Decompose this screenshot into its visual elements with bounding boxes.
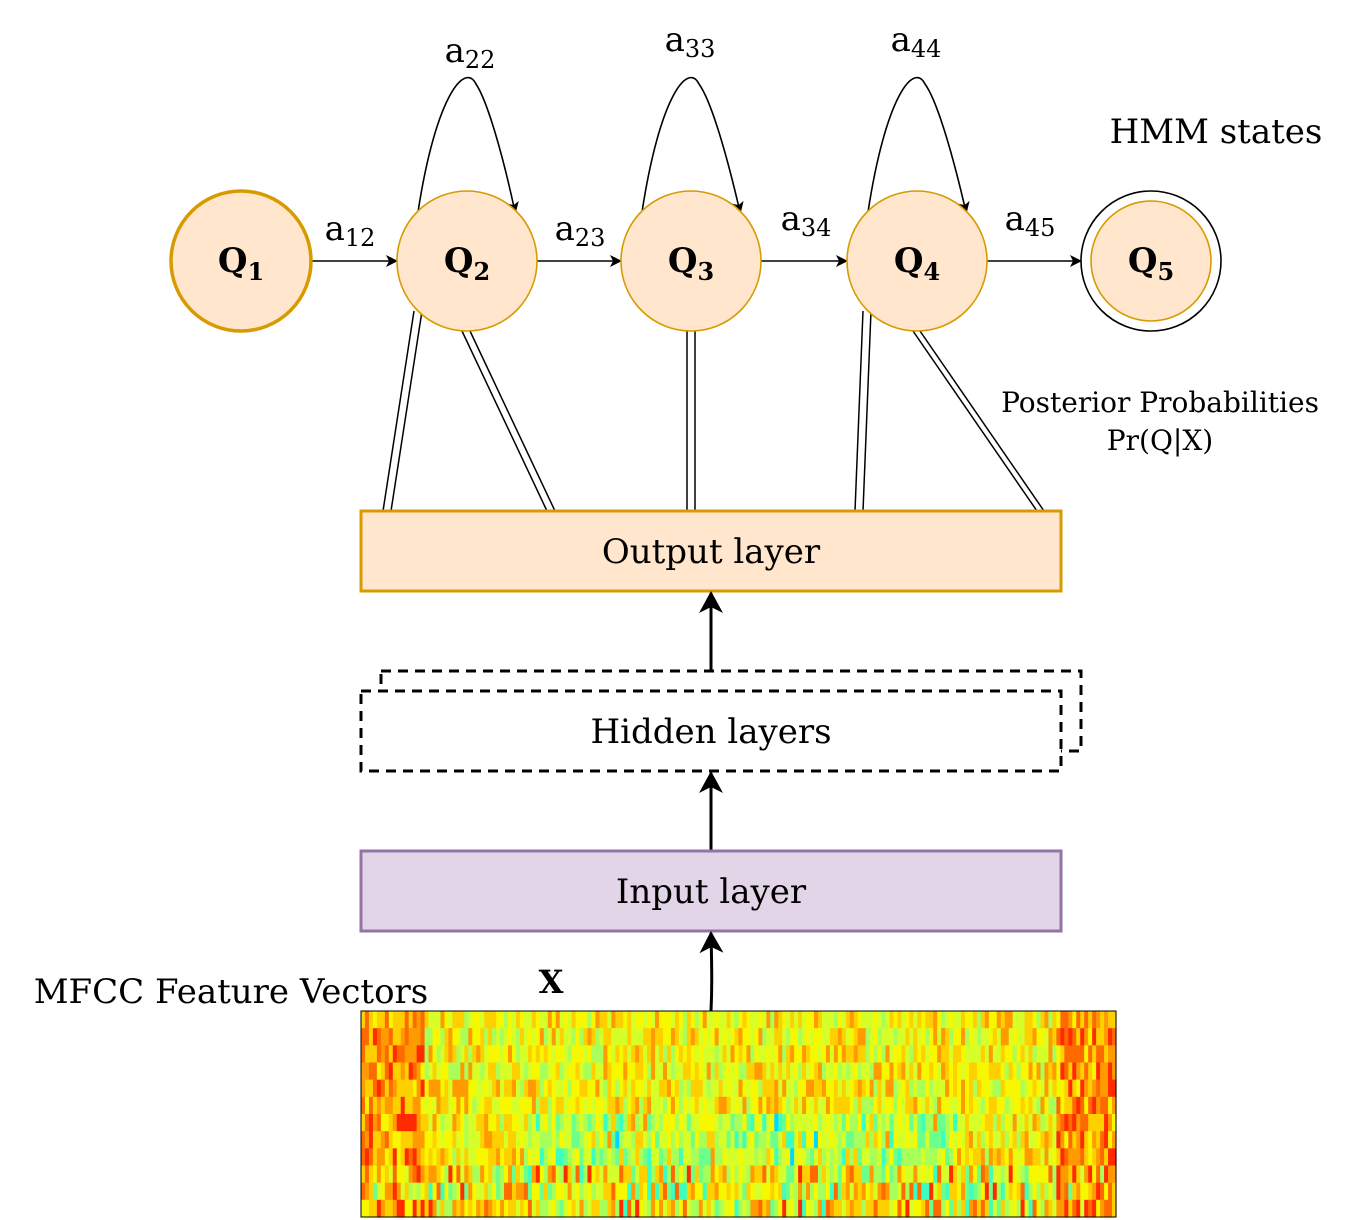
self-loop-label: a22: [445, 31, 496, 74]
posterior-label: Posterior Probabilities: [1001, 386, 1319, 419]
output-layer: Output layer: [361, 511, 1061, 591]
mfcc-label: MFCC Feature Vectors: [34, 972, 429, 1012]
features-to-input-arrow: [711, 933, 712, 1011]
input-layer: Input layer: [361, 851, 1061, 931]
posterior-formula: Pr(Q|X): [1107, 424, 1213, 457]
state-q2: Q2: [397, 191, 537, 331]
hmm-states-label: HMM states: [1110, 112, 1323, 152]
state-q5: Q5: [1081, 191, 1221, 331]
mfcc-spectrogram: [361, 1011, 1117, 1218]
self-loop-label: a44: [891, 20, 942, 63]
hidden-layers: Hidden layers: [361, 671, 1081, 771]
output-layer-label: Output layer: [602, 532, 821, 572]
input-layer-label: Input layer: [616, 872, 807, 912]
transition-label: a12: [325, 209, 376, 252]
self-loop-label: a33: [665, 20, 716, 63]
transition-label: a34: [781, 199, 832, 242]
state-q4: Q4: [847, 191, 987, 331]
transition-label: a45: [1005, 199, 1056, 242]
x-symbol: X: [539, 963, 564, 1001]
state-q1: Q1: [171, 191, 311, 331]
hidden-layers-label: Hidden layers: [590, 712, 831, 752]
posterior-connections: [383, 311, 1044, 511]
state-q3: Q3: [621, 191, 761, 331]
transition-label: a23: [555, 209, 606, 252]
